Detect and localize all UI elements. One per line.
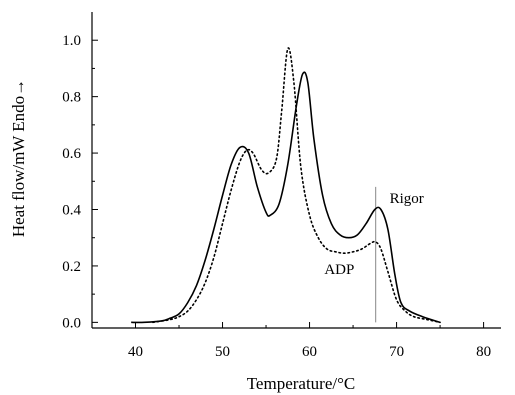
annotation-label-rigor: Rigor — [390, 191, 424, 207]
axes — [91, 12, 501, 329]
y-tick-label: 1.0 — [62, 33, 81, 49]
x-axis-label: Temperature/°C — [247, 374, 356, 393]
y-tick-label: 0.4 — [62, 203, 81, 219]
x-tick-label: 80 — [476, 344, 491, 360]
y-axis-label: Heat flow/mW Endo→ — [9, 79, 28, 237]
solid-series-line — [131, 71, 441, 324]
x-tick-label: 70 — [389, 344, 404, 360]
dotted-series-line — [152, 47, 441, 324]
annotations: Rigor ADP — [324, 191, 423, 278]
series-group — [131, 47, 441, 324]
ticks: 40 50 60 70 80 0.0 0.2 0.4 0.6 0.8 1.0 — [62, 33, 491, 360]
y-tick-label: 0.6 — [62, 146, 81, 162]
annotation-label-adp: ADP — [324, 262, 354, 278]
x-tick-label: 40 — [128, 344, 143, 360]
y-tick-label: 0.0 — [62, 315, 81, 331]
y-tick-label: 0.2 — [62, 259, 81, 275]
y-tick-label: 0.8 — [62, 90, 81, 106]
x-tick-label: 60 — [302, 344, 317, 360]
x-tick-label: 50 — [215, 344, 230, 360]
